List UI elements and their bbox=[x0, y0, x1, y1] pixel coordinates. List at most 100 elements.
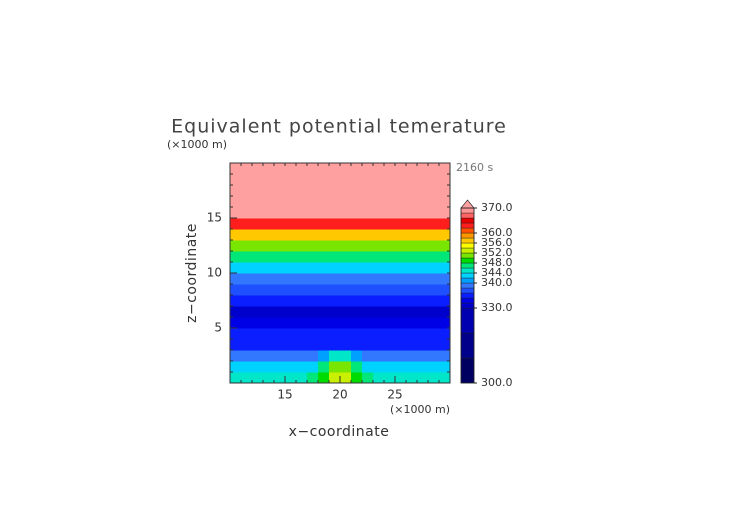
contour-cell bbox=[439, 361, 451, 373]
contour-cell bbox=[351, 174, 363, 186]
contour-cell bbox=[241, 372, 253, 384]
contour-cell bbox=[307, 306, 319, 318]
colorbar-band bbox=[460, 302, 475, 309]
contour-cell bbox=[384, 361, 396, 373]
contour-cell bbox=[263, 372, 275, 384]
contour-cell bbox=[384, 174, 396, 186]
contour-cell bbox=[329, 339, 341, 351]
contour-cell bbox=[395, 218, 407, 230]
contour-cell bbox=[329, 328, 341, 340]
contour-cell bbox=[329, 251, 341, 263]
contour-cell bbox=[285, 240, 297, 252]
contour-cell bbox=[252, 218, 264, 230]
y-tick-label: 10 bbox=[207, 266, 222, 280]
contour-cell bbox=[230, 218, 242, 230]
contour-cell bbox=[439, 317, 451, 329]
contour-cell bbox=[340, 361, 352, 373]
contour-cell bbox=[428, 306, 440, 318]
contour-cell bbox=[417, 372, 429, 384]
contour-cell bbox=[274, 174, 286, 186]
contour-cell bbox=[340, 196, 352, 208]
contour-cell bbox=[329, 174, 341, 186]
contour-cell bbox=[285, 306, 297, 318]
colorbar-band bbox=[460, 252, 475, 259]
contour-cell bbox=[340, 262, 352, 274]
contour-cell bbox=[351, 240, 363, 252]
contour-cell bbox=[428, 328, 440, 340]
contour-cell bbox=[296, 273, 308, 285]
contour-cell bbox=[318, 361, 330, 373]
contour-cell bbox=[406, 339, 418, 351]
contour-cell bbox=[252, 273, 264, 285]
contour-cell bbox=[351, 372, 363, 384]
contour-cell bbox=[252, 262, 264, 274]
contour-cell bbox=[263, 317, 275, 329]
contour-cell bbox=[263, 262, 275, 274]
contour-cell bbox=[329, 229, 341, 241]
contour-cell bbox=[285, 284, 297, 296]
contour-cell bbox=[296, 328, 308, 340]
contour-cell bbox=[417, 361, 429, 373]
contour-cell bbox=[362, 251, 374, 263]
contour-cell bbox=[362, 185, 374, 197]
contour-cell bbox=[230, 350, 242, 362]
contour-cell bbox=[329, 240, 341, 252]
contour-cell bbox=[252, 317, 264, 329]
contour-cell bbox=[252, 185, 264, 197]
contour-cell bbox=[439, 251, 451, 263]
contour-cell bbox=[241, 229, 253, 241]
contour-cell bbox=[263, 229, 275, 241]
contour-cell bbox=[384, 218, 396, 230]
y-tick-label: 15 bbox=[207, 211, 222, 225]
contour-cell bbox=[230, 273, 242, 285]
contour-cell bbox=[252, 229, 264, 241]
contour-cell bbox=[252, 295, 264, 307]
colorbar-band bbox=[460, 237, 475, 244]
contour-cell bbox=[439, 284, 451, 296]
contour-cell bbox=[439, 196, 451, 208]
contour-cell bbox=[230, 251, 242, 263]
contour-cell bbox=[340, 339, 352, 351]
contour-cell bbox=[230, 328, 242, 340]
contour-cell bbox=[428, 295, 440, 307]
contour-cell bbox=[384, 185, 396, 197]
contour-cell bbox=[362, 339, 374, 351]
contour-cell bbox=[406, 218, 418, 230]
contour-cell bbox=[362, 163, 374, 175]
contour-cell bbox=[351, 295, 363, 307]
contour-cell bbox=[241, 240, 253, 252]
contour-cell bbox=[263, 240, 275, 252]
colorbar-tick-label: 352.0 bbox=[481, 246, 513, 259]
contour-cell bbox=[274, 196, 286, 208]
contour-cell bbox=[252, 163, 264, 175]
contour-cell bbox=[395, 328, 407, 340]
contour-cell bbox=[406, 163, 418, 175]
colorbar-band bbox=[460, 227, 475, 234]
colorbar-band bbox=[460, 242, 475, 249]
contour-cell bbox=[417, 207, 429, 219]
contour-cell bbox=[384, 273, 396, 285]
y-unit: (×1000 m) bbox=[167, 138, 227, 151]
contour-cell bbox=[351, 196, 363, 208]
contour-cell bbox=[362, 350, 374, 362]
contour-cell bbox=[329, 295, 341, 307]
colorbar-tick-label: 348.0 bbox=[481, 256, 513, 269]
contour-cell bbox=[274, 163, 286, 175]
contour-cell bbox=[241, 284, 253, 296]
colorbar-band bbox=[460, 357, 475, 384]
contour-cell bbox=[373, 163, 385, 175]
contour-cell bbox=[241, 251, 253, 263]
contour-cell bbox=[263, 328, 275, 340]
contour-cell bbox=[329, 306, 341, 318]
contour-cell bbox=[274, 306, 286, 318]
contour-cell bbox=[296, 372, 308, 384]
contour-cell bbox=[384, 262, 396, 274]
contour-cell bbox=[307, 350, 319, 362]
contour-cell bbox=[263, 185, 275, 197]
contour-cell bbox=[439, 207, 451, 219]
colorbar-band bbox=[460, 257, 475, 264]
contour-cell bbox=[263, 273, 275, 285]
colorbar-tick-label: 330.0 bbox=[481, 301, 513, 314]
contour-cell bbox=[307, 284, 319, 296]
contour-cell bbox=[417, 328, 429, 340]
